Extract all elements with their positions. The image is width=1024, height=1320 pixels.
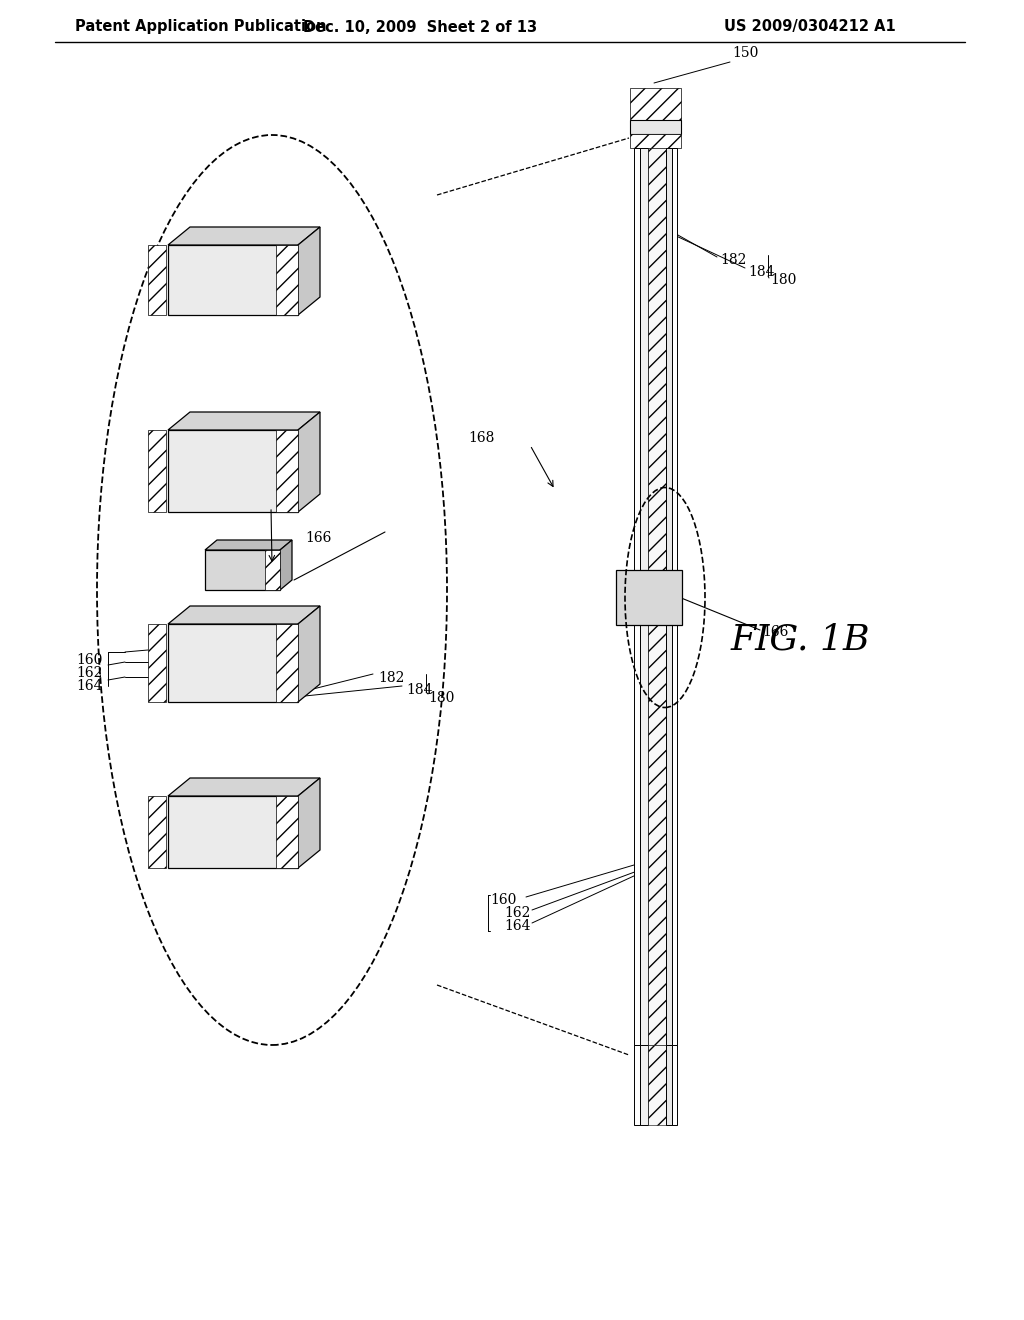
Text: 164: 164 — [77, 678, 103, 693]
Text: 162: 162 — [77, 667, 103, 680]
Bar — [148, 624, 166, 702]
Ellipse shape — [97, 135, 447, 1045]
Polygon shape — [205, 540, 292, 550]
Bar — [276, 246, 298, 315]
Text: 182: 182 — [720, 253, 746, 267]
Polygon shape — [298, 412, 319, 512]
Polygon shape — [168, 227, 319, 246]
Polygon shape — [168, 412, 319, 430]
Bar — [648, 148, 666, 1045]
Text: 168: 168 — [468, 432, 495, 445]
Text: 164: 164 — [504, 919, 530, 933]
Bar — [168, 796, 298, 869]
Text: Dec. 10, 2009  Sheet 2 of 13: Dec. 10, 2009 Sheet 2 of 13 — [303, 20, 537, 34]
Bar — [276, 430, 298, 512]
Text: 184: 184 — [748, 265, 774, 279]
Bar — [168, 430, 298, 512]
Text: FIG. 1B: FIG. 1B — [730, 623, 869, 657]
Polygon shape — [168, 777, 319, 796]
Text: US 2009/0304212 A1: US 2009/0304212 A1 — [724, 20, 896, 34]
Bar — [630, 135, 681, 148]
Polygon shape — [298, 777, 319, 869]
Bar — [666, 1045, 672, 1125]
Bar — [265, 550, 280, 590]
Bar — [630, 120, 681, 135]
Polygon shape — [168, 606, 319, 624]
Bar — [168, 624, 298, 702]
Bar — [640, 148, 648, 1045]
Text: Patent Application Publication: Patent Application Publication — [75, 20, 327, 34]
Bar — [148, 246, 166, 315]
Bar — [640, 1045, 648, 1125]
Bar — [148, 796, 166, 869]
Text: 166: 166 — [305, 531, 332, 545]
Text: 184: 184 — [406, 682, 432, 697]
Bar — [666, 148, 672, 1045]
Bar — [616, 570, 682, 624]
Polygon shape — [298, 606, 319, 702]
Polygon shape — [298, 227, 319, 315]
Bar — [634, 1045, 640, 1125]
Bar — [634, 148, 640, 1045]
Bar — [672, 1045, 677, 1125]
Bar — [148, 430, 166, 512]
Bar — [630, 88, 681, 120]
Text: 160: 160 — [490, 894, 516, 907]
Text: 180: 180 — [428, 690, 455, 705]
Text: 166: 166 — [762, 624, 788, 639]
Text: 180: 180 — [770, 273, 797, 286]
Text: 182: 182 — [378, 671, 404, 685]
Polygon shape — [280, 540, 292, 590]
Bar — [648, 1045, 666, 1125]
Text: 160: 160 — [77, 653, 103, 667]
Text: 162: 162 — [504, 906, 530, 920]
Bar — [276, 624, 298, 702]
Bar — [168, 246, 298, 315]
Bar — [276, 796, 298, 869]
Bar — [205, 550, 280, 590]
Bar — [672, 148, 677, 1045]
Text: 150: 150 — [732, 46, 759, 59]
